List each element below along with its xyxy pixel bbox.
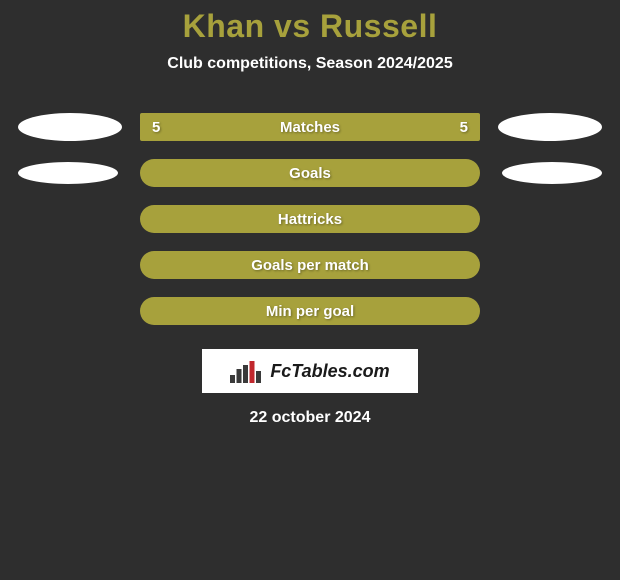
metric-row: Goals — [10, 159, 610, 187]
metric-label: Goals — [289, 165, 331, 182]
metric-label: Matches — [280, 119, 340, 136]
metric-left-value: 5 — [152, 119, 160, 136]
metric-label: Hattricks — [278, 211, 342, 228]
chart-subtitle: Club competitions, Season 2024/2025 — [0, 55, 620, 73]
logo-text: FcTables.com — [270, 361, 389, 382]
metric-label: Min per goal — [266, 303, 354, 320]
comparison-chart: Khan vs Russell Club competitions, Seaso… — [0, 0, 620, 580]
logo-badge: FcTables.com — [202, 349, 418, 393]
player-left-marker — [18, 113, 122, 141]
metric-right-value: 5 — [460, 119, 468, 136]
metric-bar: Goals per match — [140, 251, 480, 279]
chart-title: Khan vs Russell — [0, 0, 620, 45]
bars-icon — [230, 359, 264, 383]
metric-bar: Hattricks — [140, 205, 480, 233]
player-right-marker — [502, 162, 602, 184]
chart-date: 22 october 2024 — [0, 409, 620, 427]
metric-row: Goals per match — [10, 251, 610, 279]
metric-row: Hattricks — [10, 205, 610, 233]
metric-bar: Goals — [140, 159, 480, 187]
metric-row: Matches 5 5 — [10, 113, 610, 141]
metric-row: Min per goal — [10, 297, 610, 325]
player-right-marker — [498, 113, 602, 141]
metric-bar: Min per goal — [140, 297, 480, 325]
player-left-marker — [18, 162, 118, 184]
metric-bar: Matches 5 5 — [140, 113, 480, 141]
metric-rows: Matches 5 5 Goals Hattricks Goals per match Mi… — [0, 113, 620, 325]
metric-label: Goals per match — [251, 257, 369, 274]
